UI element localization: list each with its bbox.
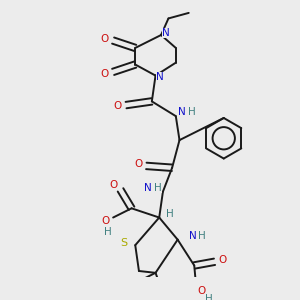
Text: N: N xyxy=(178,106,186,116)
Text: O: O xyxy=(102,216,110,226)
Text: O: O xyxy=(101,69,109,79)
Text: N: N xyxy=(144,183,152,193)
Text: O: O xyxy=(114,101,122,111)
Text: H: H xyxy=(104,227,112,237)
Text: N: N xyxy=(156,72,164,82)
Text: O: O xyxy=(109,180,117,190)
Text: O: O xyxy=(219,255,227,265)
Text: S: S xyxy=(121,238,128,248)
Text: H: H xyxy=(154,183,162,193)
Text: H: H xyxy=(205,294,213,300)
Text: O: O xyxy=(134,159,142,169)
Text: H: H xyxy=(167,209,174,219)
Text: H: H xyxy=(198,231,206,241)
Text: N: N xyxy=(188,231,196,241)
Text: O: O xyxy=(197,286,206,296)
Text: H: H xyxy=(188,106,195,116)
Text: O: O xyxy=(101,34,109,44)
Text: N: N xyxy=(162,28,170,38)
